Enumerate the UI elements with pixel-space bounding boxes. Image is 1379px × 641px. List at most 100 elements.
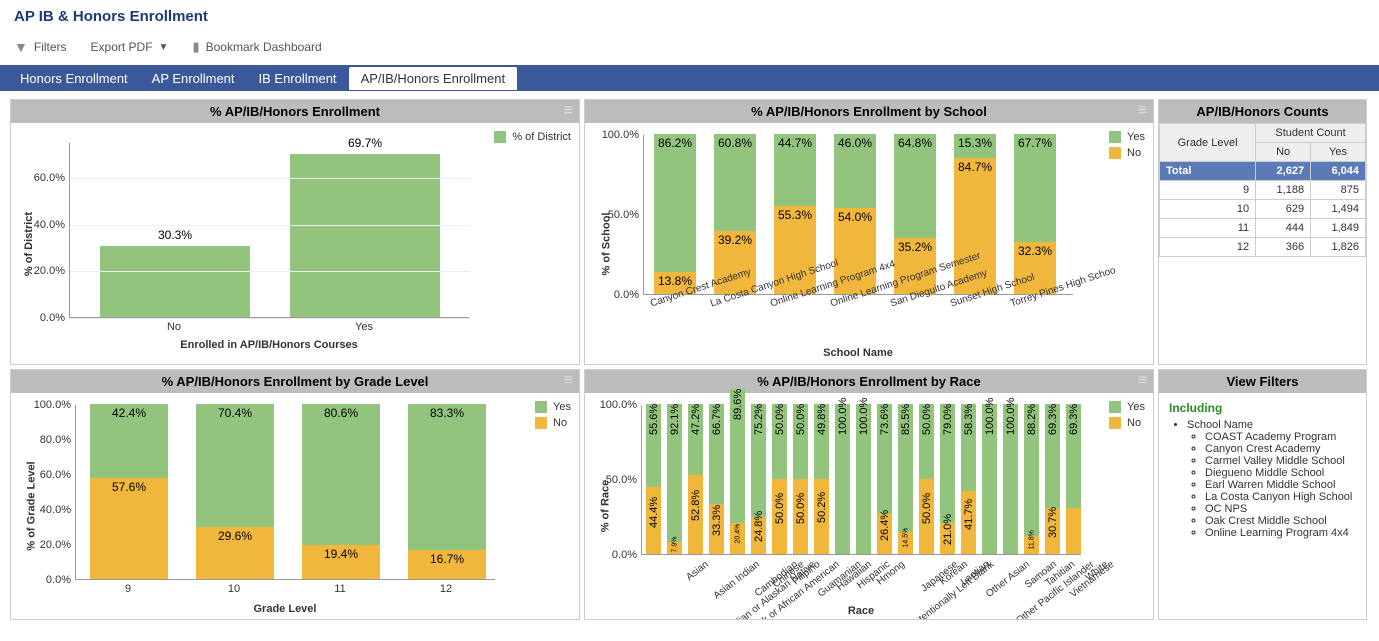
- legend-swatch-no: [1109, 147, 1121, 159]
- bar[interactable]: [100, 246, 250, 317]
- ytick: 80.0%: [29, 434, 71, 446]
- bar-label-yes: 60.8%: [709, 136, 761, 150]
- bar-label-yes: 50.0%: [774, 423, 786, 435]
- panel-enrollment-race: % AP/IB/Honors Enrollment by Race≡ Yes N…: [584, 369, 1154, 620]
- filter-school-item: Online Learning Program 4x4: [1205, 527, 1356, 539]
- bar-label-yes: 92.1%: [669, 423, 681, 435]
- xtick-grade: 10: [195, 583, 273, 595]
- tab-1[interactable]: AP Enrollment: [140, 67, 247, 90]
- bar-label-yes: 100.0%: [837, 423, 849, 435]
- cell-no: 1,188: [1256, 181, 1311, 200]
- filter-school-item: COAST Academy Program: [1205, 431, 1356, 443]
- panel-title: AP/IB/Honors Counts: [1196, 104, 1328, 119]
- th-yes: Yes: [1311, 143, 1366, 162]
- export-label: Export PDF: [91, 40, 153, 54]
- bar-yes[interactable]: [302, 404, 380, 545]
- bar-label-no: 20.4%: [734, 531, 741, 543]
- table-row-total: Total2,6276,044: [1160, 162, 1366, 181]
- legend-label: % of District: [512, 131, 571, 143]
- bar-label: 69.7%: [290, 136, 440, 150]
- legend-no: No: [1127, 147, 1141, 159]
- panel-title: View Filters: [1226, 374, 1298, 389]
- legend-swatch-no: [1109, 417, 1121, 429]
- ytick: 50.0%: [595, 474, 637, 486]
- xtick: No: [99, 321, 249, 333]
- filter-school-item: Diegueno Middle School: [1205, 467, 1356, 479]
- cell-yes: 1,494: [1311, 200, 1366, 219]
- bar-label-no: 57.6%: [85, 480, 173, 494]
- filters-body: Including School Name COAST Academy Prog…: [1159, 393, 1366, 619]
- cell-total-no: 2,627: [1256, 162, 1311, 181]
- panel-enrollment-school: % AP/IB/Honors Enrollment by School ≡ Yes…: [584, 99, 1154, 365]
- bar-label-no: 32.3%: [1009, 244, 1061, 258]
- th-no: No: [1256, 143, 1311, 162]
- panel-menu-icon[interactable]: ≡: [564, 103, 573, 119]
- bar-label-yes: 55.6%: [648, 423, 660, 435]
- legend-yes: Yes: [1127, 131, 1145, 143]
- bar-label-no: 26.4%: [879, 529, 891, 541]
- chart-school: Yes No % of School 86.2%13.8%60.8%39.2%4…: [585, 123, 1153, 364]
- bar-label-yes: 46.0%: [829, 136, 881, 150]
- chart-grade: Yes No % of Grade Level 42.4%57.6%70.4%2…: [11, 393, 579, 619]
- table-row: 91,188875: [1160, 181, 1366, 200]
- filters-button[interactable]: ▼ Filters: [14, 39, 67, 55]
- tab-2[interactable]: IB Enrollment: [247, 67, 349, 90]
- bar-label-no: 39.2%: [709, 233, 761, 247]
- bar-yes[interactable]: [408, 404, 486, 550]
- panel-title: % AP/IB/Honors Enrollment by School: [751, 104, 987, 119]
- legend-no: No: [553, 417, 567, 429]
- legend-swatch-yes: [1109, 401, 1121, 413]
- x-axis-label: Grade Level: [75, 601, 495, 615]
- bar-label-no: 52.8%: [690, 509, 702, 521]
- tab-bar: Honors EnrollmentAP EnrollmentIB Enrollm…: [0, 65, 1379, 91]
- bar-label-no: 50.0%: [774, 512, 786, 524]
- chart-district: % of District % of District 30.3%69.7% N…: [11, 123, 579, 364]
- bar-label-yes: 66.7%: [711, 423, 723, 435]
- panel-counts: AP/IB/Honors Counts Grade Level Student …: [1158, 99, 1367, 365]
- panel-title: % AP/IB/Honors Enrollment by Race: [757, 374, 980, 389]
- bar-label-no: 16.7%: [403, 552, 491, 566]
- bar-label-no: 55.3%: [769, 208, 821, 222]
- counts-table: Grade Level Student Count No Yes Total2,…: [1159, 123, 1366, 257]
- bar-yes[interactable]: [196, 404, 274, 527]
- bookmark-button[interactable]: ▮ Bookmark Dashboard: [192, 39, 321, 55]
- panel-menu-icon[interactable]: ≡: [1138, 103, 1147, 119]
- cell-total-yes: 6,044: [1311, 162, 1366, 181]
- panel-filters: View Filters Including School Name COAST…: [1158, 369, 1367, 620]
- bar-label-no: 21.0%: [942, 533, 954, 545]
- bar-label-yes: 75.2%: [753, 423, 765, 435]
- bar-yes[interactable]: [654, 134, 696, 272]
- bookmark-label: Bookmark Dashboard: [206, 40, 322, 54]
- bar-label-no: 7.9%: [671, 541, 678, 553]
- ytick: 0.0%: [595, 549, 637, 561]
- cell-yes: 1,826: [1311, 238, 1366, 257]
- ytick: 60.0%: [25, 172, 65, 184]
- filter-icon: ▼: [14, 39, 28, 55]
- bar-label-yes: 88.2%: [1026, 423, 1038, 435]
- xtick-race: Asian Indian: [712, 559, 762, 602]
- panel-menu-icon[interactable]: ≡: [1138, 373, 1147, 389]
- xtick: Yes: [289, 321, 439, 333]
- ytick: 20.0%: [29, 539, 71, 551]
- ytick: 100.0%: [597, 129, 639, 141]
- bar-no[interactable]: [1066, 508, 1081, 554]
- bar-label-yes: 69.3%: [1047, 423, 1059, 435]
- bar-label-yes: 44.7%: [769, 136, 821, 150]
- bar-label-no: 50.2%: [816, 511, 828, 523]
- bar-label-no: 11.8%: [1028, 538, 1035, 550]
- bar-yes[interactable]: [1014, 134, 1056, 242]
- cell-no: 444: [1256, 219, 1311, 238]
- ytick: 50.0%: [597, 209, 639, 221]
- bar-label-yes: 83.3%: [403, 406, 491, 420]
- ytick: 40.0%: [29, 504, 71, 516]
- cell-yes: 1,849: [1311, 219, 1366, 238]
- tab-3[interactable]: AP/IB/Honors Enrollment: [349, 67, 518, 90]
- bar-label-yes: 100.0%: [858, 423, 870, 435]
- bar-label-yes: 47.2%: [690, 423, 702, 435]
- export-pdf-button[interactable]: Export PDF ▼: [91, 40, 169, 54]
- tab-0[interactable]: Honors Enrollment: [8, 67, 140, 90]
- panel-title: % AP/IB/Honors Enrollment: [210, 104, 380, 119]
- bar-label-yes: 69.3%: [1068, 423, 1080, 435]
- panel-title: % AP/IB/Honors Enrollment by Grade Level: [162, 374, 429, 389]
- panel-menu-icon[interactable]: ≡: [564, 373, 573, 389]
